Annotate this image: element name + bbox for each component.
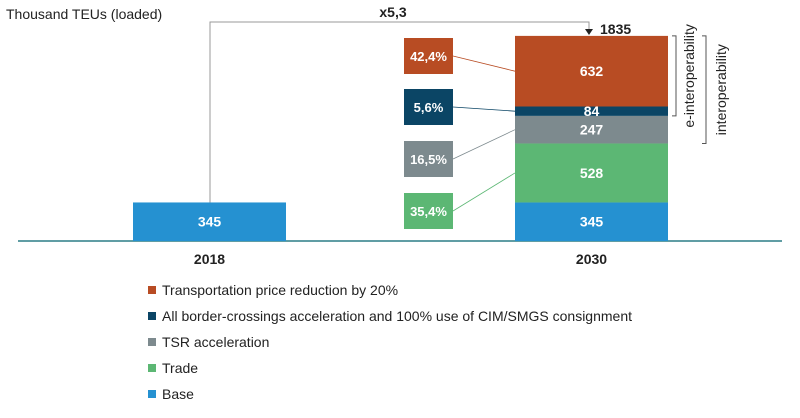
unit-label: Thousand TEUs (loaded) bbox=[6, 6, 163, 22]
total-2030-label: 1835 bbox=[600, 21, 631, 37]
data-label-2030-base: 345 bbox=[580, 214, 604, 230]
legend-item-transportation: Transportation price reduction by 20% bbox=[148, 280, 632, 306]
share-label-trade: 35,4% bbox=[410, 204, 447, 219]
bracket-label-interoperability: interoperability bbox=[713, 44, 729, 135]
legend-swatch bbox=[148, 286, 156, 294]
share-label-all: 5,6% bbox=[414, 100, 444, 115]
category-label-2030: 2030 bbox=[576, 251, 607, 267]
growth-multiplier-label: x5,3 bbox=[379, 4, 406, 20]
legend-item-tsr: TSR acceleration bbox=[148, 332, 632, 358]
bar-2030-transportation bbox=[515, 35, 668, 107]
data-label-2018-base: 345 bbox=[198, 214, 222, 230]
data-label-2030-trade: 528 bbox=[580, 165, 604, 181]
share-connector-all bbox=[452, 106, 516, 112]
share-box-all bbox=[404, 89, 453, 125]
bar-2030-trade bbox=[515, 143, 668, 203]
legend-item-base: Base bbox=[148, 384, 632, 410]
share-connector-trade bbox=[452, 172, 516, 212]
bar-2018-base bbox=[133, 202, 286, 241]
category-label-2018: 2018 bbox=[194, 251, 225, 267]
bracket-e-interoperability bbox=[672, 35, 677, 117]
growth-arrow-line bbox=[209, 21, 590, 203]
bar-2030-base bbox=[515, 202, 668, 241]
data-label-2030-transportation: 632 bbox=[580, 63, 604, 79]
legend-label: Base bbox=[162, 386, 194, 402]
data-label-2030-tsr: 247 bbox=[580, 122, 604, 138]
bar-2030-tsr bbox=[515, 115, 668, 144]
bracket-label-e-interoperability: e-interoperability bbox=[681, 24, 697, 128]
share-label-transportation: 42,4% bbox=[410, 49, 447, 64]
legend-swatch bbox=[148, 364, 156, 372]
legend-label: Transportation price reduction by 20% bbox=[162, 282, 399, 298]
legend-item-trade: Trade bbox=[148, 358, 632, 384]
chart-legend: Transportation price reduction by 20% All… bbox=[148, 280, 632, 410]
share-connector-tsr bbox=[452, 129, 516, 160]
growth-arrow-head bbox=[585, 29, 593, 35]
legend-item-all: All border-crossings acceleration and 10… bbox=[148, 306, 632, 332]
share-label-tsr: 16,5% bbox=[410, 152, 447, 167]
legend-label: All border-crossings acceleration and 10… bbox=[162, 308, 632, 324]
legend-label: Trade bbox=[162, 360, 199, 376]
share-connector-transportation bbox=[452, 55, 516, 72]
share-box-transportation bbox=[404, 38, 453, 74]
legend-swatch bbox=[148, 338, 156, 346]
legend-swatch bbox=[148, 312, 156, 320]
data-label-2030-all: 84 bbox=[584, 103, 600, 119]
bar-2030-all bbox=[515, 106, 668, 116]
share-box-trade bbox=[404, 193, 453, 229]
share-box-tsr bbox=[404, 141, 453, 177]
legend-swatch bbox=[148, 390, 156, 398]
bracket-interoperability bbox=[702, 35, 707, 144]
legend-label: TSR acceleration bbox=[162, 334, 270, 350]
